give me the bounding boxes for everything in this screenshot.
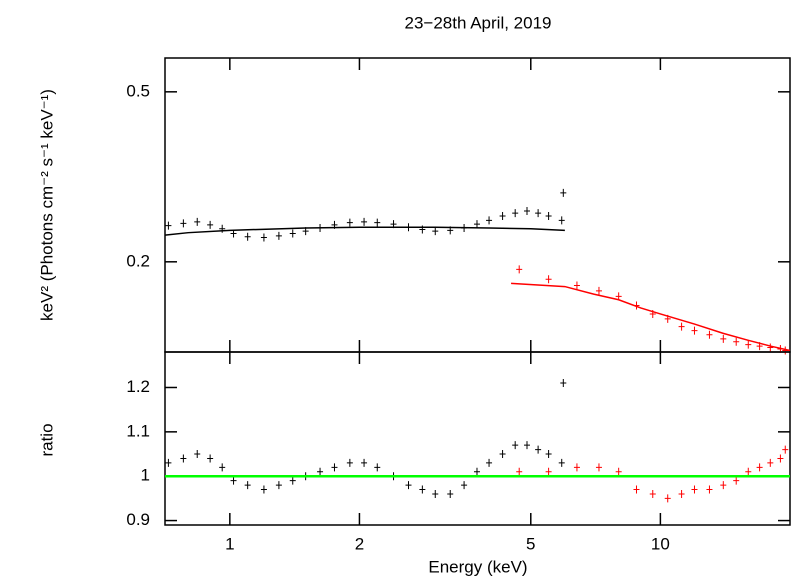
x-tick-label: 10 [651,534,670,553]
data-point [260,485,267,494]
data-point [573,281,580,290]
data-point [545,450,552,459]
data-point [691,326,698,335]
chart-title: 23−28th April, 2019 [405,13,552,32]
data-point [560,379,567,388]
data-point [558,458,565,467]
x-axis-label: Energy (keV) [428,557,527,576]
model-line [164,226,565,236]
y-tick-label: 0.2 [126,251,150,270]
data-point [720,481,727,490]
data-point [524,207,531,216]
y-tick-label: 1.2 [126,377,150,396]
data-point [230,476,237,485]
data-point [432,227,439,236]
y-tick-label: 0.9 [126,510,150,529]
model-line [511,282,791,352]
data-point [361,217,368,226]
y-tick-label: 1 [141,466,150,485]
data-point [346,458,353,467]
y-axis-label: ratio [37,423,56,456]
data-point [706,330,713,339]
y-tick-label: 1.1 [126,421,150,440]
data-point [733,476,740,485]
data-point [194,217,201,226]
data-point [767,458,774,467]
data-point [678,322,685,331]
data-point [244,232,251,241]
data-point [545,212,552,221]
data-point [473,467,480,476]
data-point [678,489,685,498]
y-tick-label: 0.5 [126,81,150,100]
data-point [745,467,752,476]
data-point [595,463,602,472]
data-point [194,450,201,459]
data-point [486,458,493,467]
data-point [180,219,187,228]
data-point [374,463,381,472]
data-point [573,463,580,472]
data-point [499,450,506,459]
data-point [499,212,506,221]
data-point [331,463,338,472]
x-tick-label: 5 [526,534,535,553]
x-tick-label: 1 [225,534,234,553]
data-point [207,454,214,463]
data-point [516,467,523,476]
data-point [361,458,368,467]
data-point [207,220,214,229]
data-point [419,485,426,494]
data-point [289,229,296,238]
data-point [432,489,439,498]
data-point [275,481,282,490]
data-point [524,441,531,450]
data-point [558,216,565,225]
data-point [219,463,226,472]
data-point [756,463,763,472]
data-point [473,220,480,229]
x-tick-label: 2 [355,534,364,553]
data-point [180,454,187,463]
data-point [165,458,172,467]
data-point [260,233,267,242]
data-point [535,209,542,218]
data-point [374,218,381,227]
data-point [317,467,324,476]
data-point [289,476,296,485]
data-point [165,221,172,230]
data-point [535,445,542,454]
data-point [244,481,251,490]
data-point [767,343,774,352]
data-point [595,286,602,295]
data-point [782,445,789,454]
data-point [691,485,698,494]
y-axis-label: keV² (Photons cm⁻² s⁻¹ keV⁻¹) [37,89,56,321]
data-point [512,209,519,218]
plot-frame [164,351,791,526]
data-point [777,454,784,463]
data-point [512,441,519,450]
data-point [545,275,552,284]
data-point [560,188,567,197]
data-point [405,481,412,490]
data-point [447,489,454,498]
data-point [733,337,740,346]
data-point [516,265,523,274]
data-point [615,467,622,476]
data-point [275,231,282,240]
data-point [720,334,727,343]
data-point [633,485,640,494]
data-point [486,216,493,225]
data-point [545,467,552,476]
data-point [706,485,713,494]
data-point [346,218,353,227]
data-point [461,481,468,490]
plot-frame [164,57,791,353]
data-point [745,340,752,349]
data-point [664,494,671,503]
data-point [649,489,656,498]
